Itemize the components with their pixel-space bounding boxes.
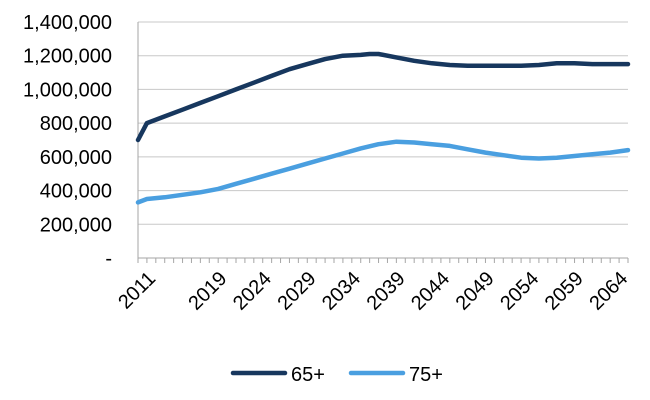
x-tick-label: 2044 <box>407 268 454 315</box>
legend: 65+ 75+ <box>230 364 443 386</box>
x-tick-label: 2064 <box>585 268 632 315</box>
y-tick-label: 800,000 <box>40 113 112 135</box>
y-tick-label: 200,000 <box>40 214 112 236</box>
axes <box>137 22 629 263</box>
x-tick-label: 2054 <box>496 268 543 315</box>
x-tick-label: 2034 <box>318 268 365 315</box>
x-tick-label: 2011 <box>114 268 160 314</box>
x-tick-label: 2049 <box>452 268 499 315</box>
y-tick-label: 1,000,000 <box>23 79 112 101</box>
y-tick-label: 1,400,000 <box>23 12 112 34</box>
legend-label: 65+ <box>291 364 325 386</box>
y-tick-label: 1,200,000 <box>23 46 112 68</box>
series-lines <box>135 51 631 205</box>
y-tick-label: 600,000 <box>40 147 112 169</box>
x-tick-label: 2019 <box>184 268 231 315</box>
series-line-75 <box>135 139 631 205</box>
legend-label: 75+ <box>409 364 443 386</box>
y-tick-label: - <box>105 248 112 270</box>
x-tick-label: 2039 <box>363 268 410 315</box>
x-tick-labels: 2011 201920242029203420392044204920542059… <box>114 268 632 315</box>
series-line-65 <box>135 51 631 143</box>
y-tick-labels: - 200,000 400,000 600,000 800,000 1,000,000 1,… <box>23 12 112 270</box>
gridlines <box>138 21 628 225</box>
x-tick-label: 2024 <box>229 268 276 315</box>
x-tick-label: 2029 <box>273 268 320 315</box>
x-tick-label: 2059 <box>541 268 588 315</box>
y-tick-label: 400,000 <box>40 181 112 203</box>
